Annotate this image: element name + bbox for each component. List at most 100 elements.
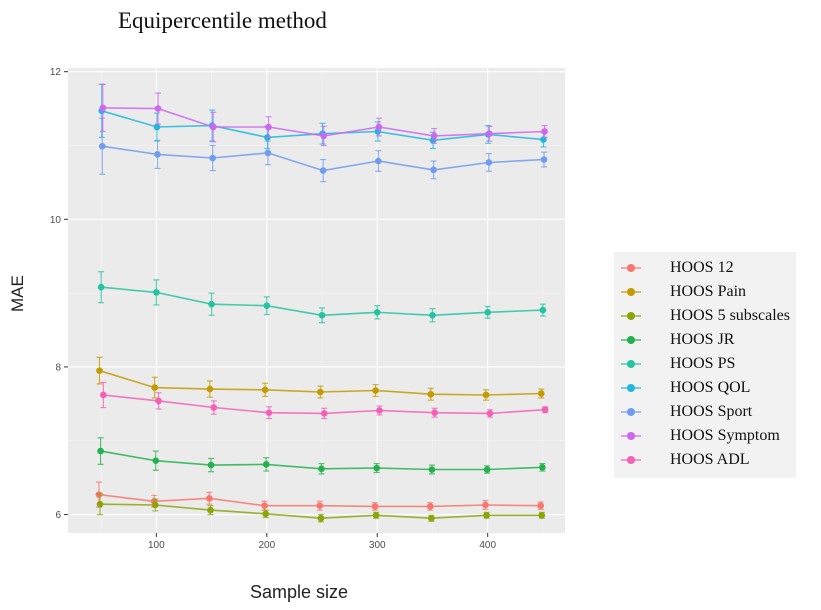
legend-label: HOOS 5 subscales: [670, 307, 790, 324]
legend-item-hoos-ps: HOOS PS: [620, 352, 790, 376]
data-point: [151, 384, 158, 391]
data-point: [486, 130, 493, 137]
legend-key: [620, 332, 642, 348]
legend-label: HOOS QOL: [670, 379, 751, 396]
x-tick-label: 400: [479, 540, 496, 551]
data-point: [152, 457, 160, 464]
y-tick-label: 8: [55, 362, 61, 373]
data-point: [430, 166, 437, 174]
series-hoos-5-subscales: [96, 493, 546, 523]
data-point: [261, 386, 269, 394]
data-point: [540, 156, 548, 163]
legend-item-hoos-sport: HOOS Sport: [620, 400, 790, 424]
data-point: [208, 300, 215, 308]
data-point: [263, 302, 271, 309]
legend-label: HOOS Symptom: [670, 427, 780, 444]
data-point: [483, 511, 490, 519]
data-point: [153, 123, 161, 131]
legend-key: [620, 308, 642, 324]
x-tick-label: 200: [258, 540, 275, 551]
axes: 100 200 300 400 6 8 10 12: [50, 67, 497, 551]
data-point: [373, 309, 381, 316]
data-point: [539, 306, 547, 314]
chart-title: Equipercentile method: [118, 8, 327, 33]
x-tick-label: 100: [148, 540, 165, 551]
x-axis-label: Sample size: [250, 582, 349, 602]
data-point: [427, 390, 435, 398]
series-hoos-ps: [97, 271, 547, 324]
plot-panel: [68, 68, 565, 533]
data-point: [318, 465, 325, 473]
legend-key: [620, 356, 642, 372]
data-point: [318, 311, 326, 319]
data-point: [541, 406, 549, 414]
y-tick-label: 6: [55, 510, 61, 521]
data-point: [206, 385, 214, 393]
legend-label: HOOS JR: [670, 331, 735, 348]
series-hoos-sport: [98, 117, 548, 183]
data-point: [210, 404, 218, 411]
data-point: [428, 514, 435, 522]
data-point: [262, 461, 270, 468]
data-point: [154, 105, 162, 112]
data-point: [98, 142, 106, 150]
data-point: [265, 409, 273, 416]
data-point: [261, 502, 268, 509]
data-point: [375, 157, 382, 165]
data-point: [97, 447, 104, 455]
y-tick-label: 12: [50, 67, 62, 78]
data-point: [483, 466, 491, 473]
data-point: [151, 501, 159, 509]
legend-item-hoos-adl: HOOS ADL: [620, 448, 790, 472]
data-point: [265, 123, 272, 131]
legend-label: HOOS 12: [670, 259, 734, 276]
series-hoos-jr: [97, 437, 546, 475]
data-point: [153, 289, 160, 296]
data-point: [99, 104, 107, 112]
data-point: [537, 502, 545, 509]
data-point: [537, 390, 545, 397]
data-point: [96, 500, 104, 508]
data-point: [539, 464, 546, 471]
y-tick-label: 10: [50, 215, 62, 226]
data-point: [96, 367, 103, 374]
data-point: [207, 461, 215, 469]
data-point: [429, 311, 436, 319]
data-point: [316, 502, 324, 509]
data-point: [426, 503, 434, 510]
data-point: [97, 283, 105, 291]
data-point: [317, 514, 325, 522]
data-point: [209, 123, 217, 131]
data-point: [430, 132, 438, 140]
series-hoos-pain: [96, 356, 545, 401]
legend-label: HOOS ADL: [670, 451, 750, 468]
data-point: [95, 491, 103, 498]
legend-item-hoos-12: HOOS 12: [620, 256, 790, 280]
legend-key: [620, 428, 642, 444]
legend-key: [620, 284, 642, 300]
data-point: [541, 128, 548, 135]
legend-item-hoos-5-subscales: HOOS 5 subscales: [620, 304, 790, 328]
legend-item-hoos-pain: HOOS Pain: [620, 280, 790, 304]
data-point: [320, 132, 327, 140]
data-point: [207, 506, 214, 514]
data-point: [373, 464, 380, 472]
data-point: [100, 391, 107, 399]
data-point: [482, 501, 489, 509]
data-point: [209, 154, 216, 162]
data-point: [486, 410, 494, 417]
data-point: [320, 410, 328, 417]
data-point: [319, 167, 327, 174]
data-point: [375, 123, 383, 131]
legend-label: HOOS Pain: [670, 283, 747, 300]
data-point: [428, 466, 436, 473]
legend-key: [620, 260, 642, 276]
data-point: [484, 309, 491, 316]
data-point: [155, 397, 162, 405]
data-point: [372, 511, 380, 519]
legend: HOOS 12 HOOS Pain HOOS 5 subscales HOOS JR H…: [614, 252, 796, 478]
data-point: [371, 503, 379, 510]
legend-label: HOOS PS: [670, 355, 736, 372]
data-point: [372, 387, 379, 394]
